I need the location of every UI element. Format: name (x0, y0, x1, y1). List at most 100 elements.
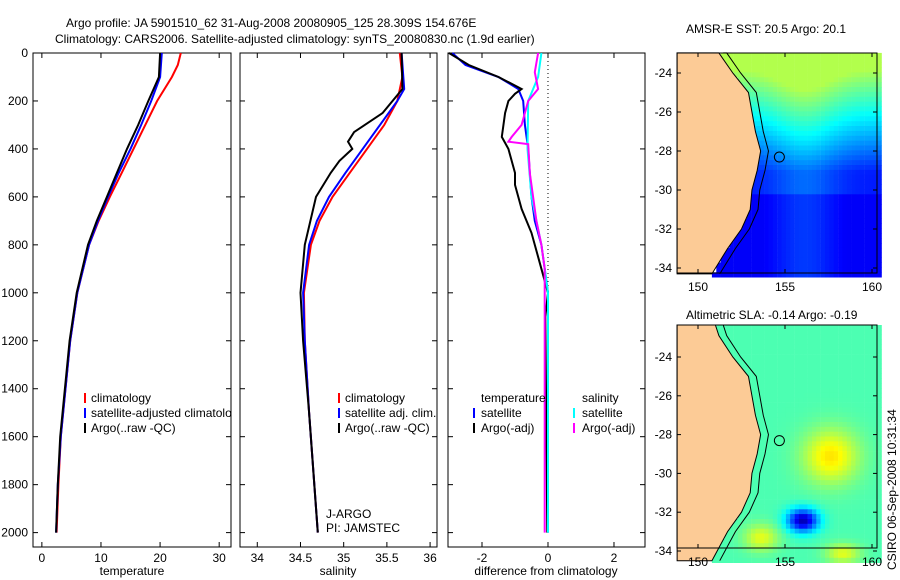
map-cell (794, 208, 800, 215)
map-cell (746, 262, 752, 268)
map-cell (803, 455, 808, 462)
map-cell (859, 208, 865, 215)
map-cell (842, 363, 847, 369)
map-cell (768, 194, 774, 200)
map-cell (846, 465, 852, 471)
map-cell (790, 184, 795, 190)
map-cell (803, 392, 808, 399)
map-cell (772, 228, 778, 234)
map-cell (785, 87, 791, 93)
map-cell (816, 169, 821, 176)
y-tick-label: -34 (655, 544, 673, 558)
map-cell (772, 267, 778, 273)
map-cell (716, 272, 721, 278)
map-cell (794, 101, 800, 107)
map-cell (812, 402, 817, 408)
map-cell (746, 247, 752, 254)
map-cell (790, 208, 795, 215)
map-cell (781, 426, 787, 432)
map-cell (768, 514, 774, 520)
map-cell (785, 272, 791, 278)
map-cell (833, 199, 839, 205)
map-cell (825, 150, 830, 156)
map-cell (820, 194, 826, 200)
map-cell (768, 329, 774, 335)
map-cell (772, 412, 778, 418)
map-cell (768, 189, 774, 195)
map-cell (777, 441, 782, 447)
map-cell (768, 441, 774, 447)
map-cell (772, 514, 778, 520)
map-cell (803, 165, 808, 171)
map-cell (751, 485, 756, 491)
map-cell (812, 267, 817, 273)
map-cell (829, 557, 834, 563)
map-cell (855, 402, 861, 408)
map-cell (829, 475, 834, 481)
map-cell (829, 489, 834, 496)
map-cell (877, 485, 882, 491)
map-cell (829, 169, 834, 176)
map-cell (803, 533, 808, 539)
map-cell (746, 233, 752, 239)
map-cell (785, 126, 791, 132)
map-cell (807, 514, 813, 520)
map-cell (872, 96, 878, 102)
map-cell (807, 87, 813, 93)
map-cell (768, 150, 774, 156)
map-cell (842, 169, 847, 176)
map-cell (868, 514, 874, 520)
map-cell (803, 460, 808, 466)
map-cell (790, 383, 795, 389)
map-cell (859, 130, 865, 137)
map-cell (864, 160, 869, 166)
map-cell (851, 262, 856, 268)
map-cell (820, 252, 826, 258)
map-cell (785, 334, 791, 340)
map-cell (872, 552, 878, 559)
map-cell (720, 325, 726, 331)
map-cell (729, 538, 734, 544)
map-cell (798, 523, 804, 529)
map-cell (742, 344, 747, 350)
map-cell (785, 67, 791, 73)
map-cell (872, 233, 878, 239)
map-cell (816, 489, 821, 496)
map-cell (777, 519, 782, 525)
map-cell (764, 480, 769, 486)
map-cell (877, 557, 882, 563)
map-cell (781, 538, 787, 544)
map-cell (807, 422, 813, 428)
map-cell (785, 247, 791, 254)
map-cell (872, 329, 878, 335)
map-cell (790, 519, 795, 525)
map-cell (759, 504, 765, 510)
map-cell (794, 499, 800, 505)
map-cell (777, 135, 782, 141)
map-cell (751, 388, 756, 394)
map-cell (790, 533, 795, 539)
map-cell (803, 272, 808, 278)
map-cell (816, 272, 821, 278)
y-tick-label: 200 (8, 94, 28, 108)
map-cell (820, 62, 826, 68)
map-cell (851, 509, 856, 515)
map-cell (768, 470, 774, 476)
map-cell (829, 485, 834, 491)
map-cell (864, 179, 869, 185)
map-cell (842, 126, 847, 132)
map-cell (790, 349, 795, 355)
map-cell (864, 402, 869, 408)
map-cell (825, 174, 830, 180)
map-cell (851, 252, 856, 258)
y-tick-label: -26 (655, 105, 673, 119)
map-cell (755, 169, 760, 176)
legend-label: Argo(..raw -QC) (91, 421, 176, 435)
map-cell (833, 329, 839, 335)
map-cell (820, 412, 826, 418)
map-cell (785, 243, 791, 249)
map-cell (838, 388, 843, 394)
map-cell (755, 485, 760, 491)
map-cell (820, 426, 826, 432)
map-cell (842, 243, 847, 249)
